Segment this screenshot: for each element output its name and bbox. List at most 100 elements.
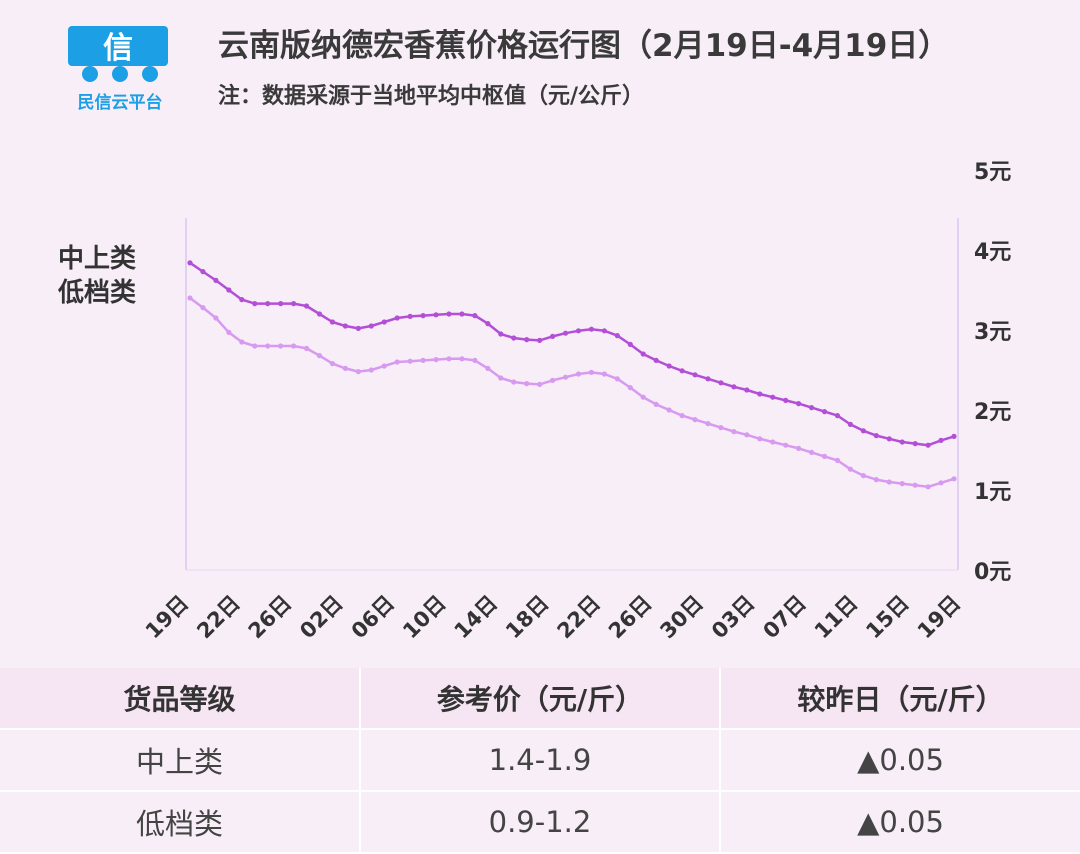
data-point [588, 369, 595, 375]
x-tick-label: 10日 [398, 591, 450, 643]
series-line-1 [189, 296, 955, 489]
data-point [394, 315, 400, 321]
data-point [342, 365, 348, 371]
data-point [252, 301, 258, 307]
change-cell: ▲0.05 [720, 729, 1080, 792]
data-point [692, 417, 698, 423]
data-point [329, 361, 336, 367]
x-tick-label: 19日 [141, 591, 193, 643]
data-point [679, 413, 685, 419]
data-point [420, 313, 426, 319]
chart-note: 注：数据采源于当地平均中枢值（元/公斤） [218, 84, 645, 109]
truck-logo-icon: 信 [68, 26, 168, 82]
data-point [692, 372, 698, 378]
data-point [653, 401, 659, 407]
price-cell: 0.9-1.2 [360, 791, 721, 854]
legend: 中上类 低档类 [58, 242, 136, 310]
data-point [265, 301, 271, 307]
data-point [459, 311, 465, 317]
data-point [614, 376, 620, 382]
data-point [666, 407, 672, 413]
data-point [834, 413, 841, 419]
header-grade: 货品等级 [0, 668, 361, 730]
data-point [498, 375, 504, 381]
data-point [614, 333, 620, 339]
data-point [744, 432, 750, 438]
data-point [368, 367, 374, 373]
x-tick-label: 26日 [604, 591, 656, 643]
x-tick-label: 14日 [450, 591, 502, 643]
series-line-0 [189, 261, 955, 447]
y-tick-label: 2元 [974, 400, 1011, 425]
data-point [290, 343, 297, 349]
data-point [718, 425, 724, 431]
data-point [783, 442, 789, 448]
data-point [796, 445, 802, 451]
data-point [951, 476, 957, 482]
data-point [316, 311, 323, 317]
data-point [757, 436, 763, 442]
x-tick-label: 11日 [810, 591, 862, 643]
price-table: 货品等级 参考价（元/斤） 较昨日（元/斤） 中上类 1.4-1.9 ▲0.05… [0, 668, 1080, 854]
price-line-chart: 0元1元2元3元4元5元19日22日26日02日06日10日14日18日22日2… [141, 160, 1012, 643]
data-point [666, 363, 672, 369]
data-point [472, 313, 478, 319]
x-tick-label: 22日 [553, 591, 605, 643]
y-tick-label: 0元 [974, 560, 1011, 585]
change-cell: ▲0.05 [720, 791, 1080, 854]
data-point [252, 343, 258, 349]
data-point [731, 384, 737, 390]
data-point [524, 337, 530, 343]
data-point [459, 356, 465, 362]
data-point [627, 385, 633, 391]
data-point [187, 260, 193, 266]
y-tick-label: 5元 [974, 160, 1011, 185]
data-point [653, 357, 659, 363]
data-point [239, 339, 245, 345]
data-point [705, 376, 711, 382]
data-point [562, 330, 569, 336]
data-point [446, 311, 452, 317]
data-point [821, 409, 828, 415]
data-point [938, 437, 944, 443]
data-point [899, 481, 905, 487]
data-point [420, 357, 426, 363]
x-tick-label: 18日 [501, 591, 553, 643]
data-point [446, 356, 452, 362]
grade-cell: 低档类 [0, 791, 361, 854]
data-point [381, 319, 387, 325]
data-point [757, 391, 763, 397]
data-point [381, 363, 387, 369]
data-point [433, 312, 439, 318]
table-row: 低档类 0.9-1.2 ▲0.05 [0, 791, 1080, 854]
x-tick-label: 15日 [861, 591, 913, 643]
data-point [783, 397, 789, 403]
data-point [200, 269, 206, 275]
data-point [575, 371, 582, 377]
svg-text:信: 信 [103, 31, 133, 66]
y-tick-label: 1元 [974, 480, 1011, 505]
data-point [549, 377, 556, 383]
x-tick-label: 07日 [758, 591, 810, 643]
data-point [912, 441, 918, 447]
y-tick-label: 3元 [974, 320, 1011, 345]
data-point [485, 365, 491, 371]
data-point [200, 305, 206, 311]
table-row: 中上类 1.4-1.9 ▲0.05 [0, 729, 1080, 792]
header-price: 参考价（元/斤） [360, 668, 721, 730]
data-point [226, 329, 232, 335]
data-point [860, 473, 866, 479]
y-tick-label: 4元 [974, 240, 1011, 265]
data-point [847, 466, 854, 472]
data-point [239, 297, 245, 303]
data-point [511, 379, 517, 385]
x-tick-label: 26日 [244, 591, 296, 643]
data-point [679, 368, 685, 374]
data-point [549, 333, 556, 339]
x-tick-label: 02日 [295, 591, 347, 643]
data-point [511, 335, 517, 341]
table-header-row: 货品等级 参考价（元/斤） 较昨日（元/斤） [0, 668, 1080, 730]
data-point [588, 326, 595, 332]
data-point [718, 380, 724, 386]
data-point [303, 303, 310, 309]
